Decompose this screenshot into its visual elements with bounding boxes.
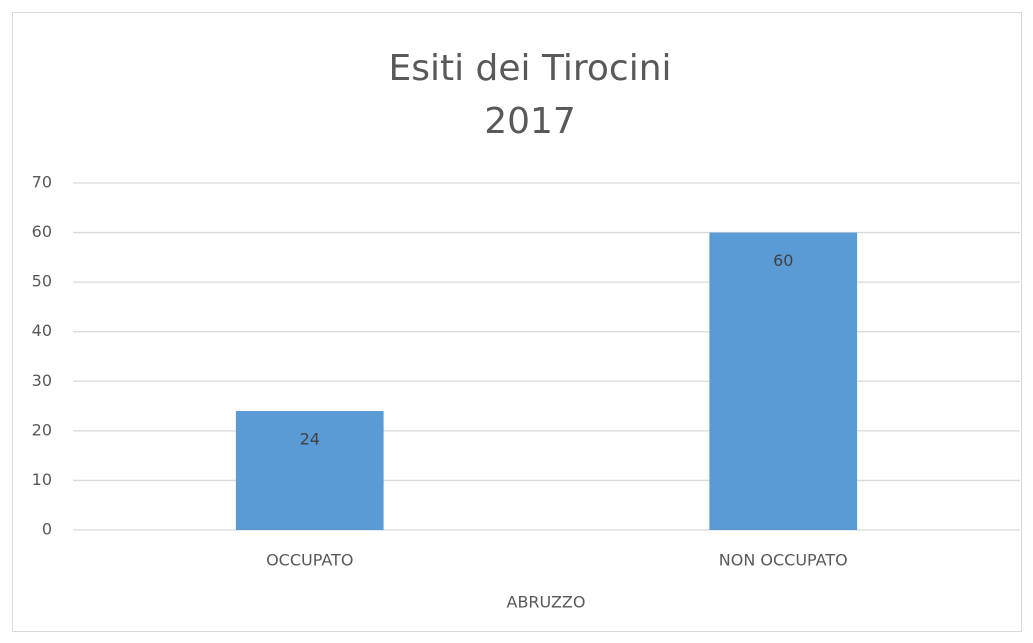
y-tick-label: 0 <box>42 520 52 539</box>
y-tick-label: 40 <box>32 321 52 340</box>
y-tick-label: 50 <box>32 272 52 291</box>
data-label: 60 <box>773 251 793 270</box>
x-tick-label: OCCUPATO <box>266 551 353 570</box>
y-tick-label: 60 <box>32 222 52 241</box>
bar <box>709 232 858 531</box>
y-tick-label: 70 <box>32 173 52 192</box>
y-tick-label: 20 <box>32 420 52 439</box>
chart-title: 2017 <box>484 101 576 142</box>
y-tick-label: 30 <box>32 371 52 390</box>
x-axis-label: ABRUZZO <box>507 593 586 612</box>
x-tick-label: NON OCCUPATO <box>719 551 848 570</box>
chart-title: Esiti dei Tirocini <box>388 48 671 89</box>
data-label: 24 <box>300 430 320 449</box>
bar <box>235 411 384 530</box>
y-tick-label: 10 <box>32 470 52 489</box>
